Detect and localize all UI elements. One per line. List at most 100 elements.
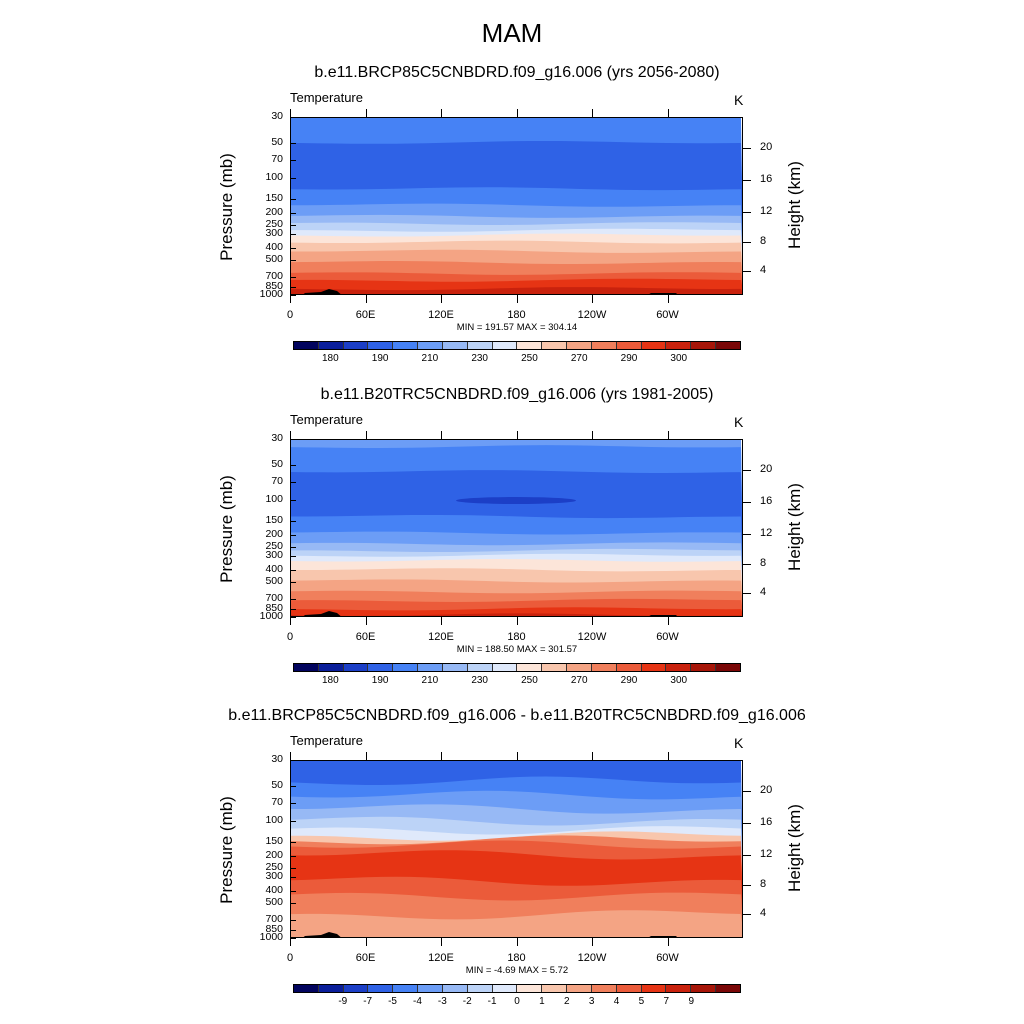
height-tick-mark — [743, 592, 751, 594]
colorbar-swatch — [442, 342, 468, 349]
colorbar-swatch — [567, 342, 592, 349]
height-tick-mark — [743, 885, 751, 887]
longitude-tick-mark-top — [441, 109, 442, 117]
pressure-tick-mark — [290, 555, 296, 557]
min-max-label: MIN = -4.69 MAX = 5.72 — [465, 965, 569, 976]
pressure-tick-label: 400 — [265, 563, 283, 576]
colorbar-swatch — [591, 664, 617, 671]
contour-band — [291, 607, 742, 616]
pressure-tick-label: 70 — [271, 475, 283, 487]
height-tick-label: 12 — [760, 848, 773, 861]
colorbar-swatch — [542, 342, 568, 349]
colorbar-swatch — [691, 985, 717, 992]
colorbar-swatch — [343, 664, 369, 671]
colorbar-label: -1 — [487, 996, 497, 1007]
colorbar — [293, 984, 741, 993]
colorbar-label: 190 — [371, 675, 389, 686]
contour-plot — [290, 760, 743, 938]
colorbar-swatch — [666, 342, 692, 349]
longitude-tick-mark-top — [516, 752, 518, 760]
contour-field — [291, 761, 742, 937]
pressure-tick-mark — [290, 178, 296, 180]
pressure-tick-label: 30 — [271, 753, 283, 765]
y-axis-title-right: Height (km) — [785, 483, 804, 571]
colorbar-label: 210 — [421, 353, 439, 364]
colorbar-swatch — [442, 985, 468, 992]
longitude-tick-mark — [365, 295, 367, 303]
contour-band — [291, 910, 742, 937]
longitude-tick-label: 60E — [355, 952, 376, 964]
colorbar-swatch — [517, 342, 543, 349]
height-tick-label: 20 — [760, 141, 773, 154]
y-axis-title-left: Pressure (mb) — [217, 153, 236, 261]
longitude-tick-mark — [592, 295, 593, 303]
variable-label: Temperature — [290, 733, 363, 748]
pressure-tick-mark — [290, 500, 296, 502]
longitude-tick-mark-top — [290, 431, 291, 439]
longitude-tick-mark-top — [290, 752, 291, 760]
colorbar-swatch — [641, 664, 667, 671]
pressure-tick-label: 150 — [265, 834, 283, 847]
pressure-tick-label: 400 — [265, 241, 283, 254]
pressure-tick-label: 70 — [271, 153, 283, 165]
pressure-tick-label: 400 — [265, 884, 283, 897]
colorbar-label: 210 — [421, 675, 439, 686]
pressure-tick-label: 1000 — [259, 288, 283, 300]
colorbar-swatch — [492, 342, 518, 349]
longitude-tick-label: 120W — [577, 952, 607, 964]
longitude-tick-mark-top — [667, 752, 669, 760]
y-axis-title-left: Pressure (mb) — [217, 475, 236, 583]
longitude-tick-label: 60W — [656, 631, 679, 643]
colorbar-swatch — [716, 342, 740, 349]
colorbar-swatch — [616, 664, 642, 671]
colorbar — [293, 341, 741, 350]
contour-min-region — [456, 497, 576, 505]
longitude-tick-mark — [441, 295, 442, 303]
height-tick-label: 20 — [760, 463, 773, 476]
colorbar-swatch — [294, 664, 319, 671]
colorbar-swatch — [393, 342, 419, 349]
pressure-tick-mark — [290, 117, 296, 118]
height-tick-label: 4 — [760, 263, 767, 276]
colorbar-label: 290 — [620, 353, 638, 364]
longitude-tick-mark-top — [441, 752, 442, 760]
colorbar-swatch — [716, 985, 740, 992]
y-axis-title-left: Pressure (mb) — [217, 796, 236, 904]
pressure-tick-label: 100 — [265, 814, 283, 827]
panel-title: b.e11.BRCP85C5CNBDRD.f09_g16.006 - b.e11… — [228, 707, 806, 724]
height-tick-label: 20 — [760, 784, 773, 797]
pressure-tick-label: 250 — [265, 217, 283, 230]
units-label: K — [734, 414, 744, 430]
y-axis-title-right: Height (km) — [785, 804, 804, 892]
pressure-tick-mark — [290, 233, 296, 235]
colorbar-swatch — [368, 342, 394, 349]
pressure-tick-label: 200 — [265, 528, 283, 541]
pressure-tick-label: 500 — [265, 895, 283, 908]
longitude-tick-mark — [365, 617, 367, 625]
height-tick-label: 8 — [760, 235, 767, 248]
longitude-tick-mark — [516, 617, 518, 625]
longitude-tick-label: 120W — [577, 631, 607, 643]
height-tick-mark — [743, 855, 751, 857]
colorbar-swatch — [294, 342, 319, 349]
colorbar-label: 7 — [663, 996, 670, 1007]
longitude-tick-label: 60W — [656, 952, 679, 964]
colorbar-swatch — [442, 664, 468, 671]
pressure-tick-mark — [290, 142, 296, 144]
colorbar-swatch — [567, 664, 592, 671]
pressure-tick-label: 500 — [265, 574, 283, 587]
pressure-tick-mark — [290, 160, 296, 161]
height-tick-label: 4 — [760, 906, 767, 919]
pressure-tick-mark — [290, 617, 296, 618]
longitude-tick-mark — [592, 938, 593, 946]
pressure-tick-label: 850 — [265, 279, 283, 292]
longitude-tick-mark — [365, 938, 367, 946]
colorbar-swatch — [343, 985, 369, 992]
pressure-tick-label: 500 — [265, 252, 283, 265]
colorbar-swatch — [467, 664, 493, 671]
colorbar-swatch — [318, 985, 344, 992]
colorbar-label: 230 — [471, 675, 488, 686]
longitude-tick-mark-top — [667, 431, 669, 439]
contour-field — [291, 440, 742, 616]
colorbar-swatch — [393, 985, 419, 992]
